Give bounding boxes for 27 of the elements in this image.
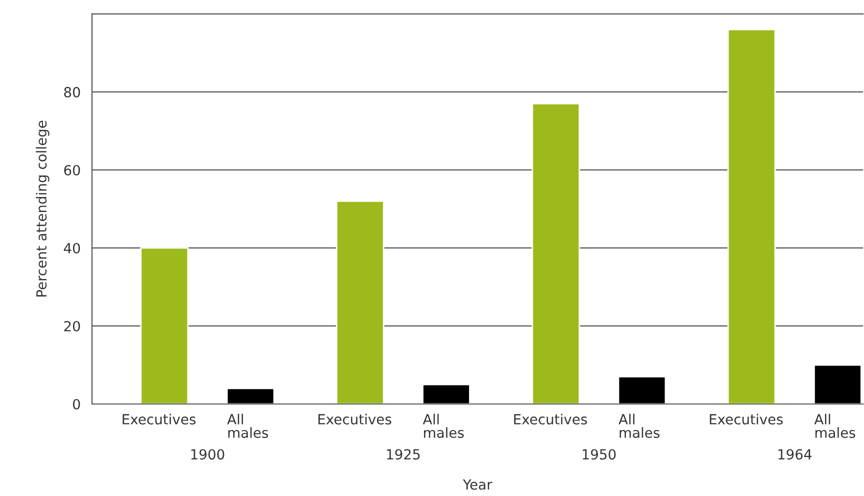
y-tick-label: 40 xyxy=(64,242,80,254)
bar xyxy=(727,28,776,404)
bar xyxy=(140,247,189,404)
x-tick-label: 1964 xyxy=(778,449,812,460)
bar xyxy=(814,364,862,404)
series-label: Executives xyxy=(122,414,196,424)
y-tick-label: 60 xyxy=(64,164,80,176)
y-axis-title: Percent attending college xyxy=(36,120,50,297)
text: Executives xyxy=(318,414,392,424)
bar xyxy=(618,376,666,404)
y-tick-label: 0 xyxy=(72,398,80,410)
x-tick-label: 1925 xyxy=(387,449,420,460)
x-tick-label: 1900 xyxy=(191,449,224,460)
bar xyxy=(226,388,275,404)
y-tick-label: 80 xyxy=(64,86,80,98)
bar xyxy=(336,200,384,404)
y-tick-label: 20 xyxy=(64,320,80,332)
text: Executives xyxy=(710,414,783,424)
series-label: All males xyxy=(227,414,268,438)
text: All males xyxy=(814,414,856,438)
bar xyxy=(532,102,580,404)
text: All males xyxy=(422,414,464,438)
bar xyxy=(422,384,470,404)
x-axis-title: Year xyxy=(462,479,492,490)
x-tick-label: 1950 xyxy=(582,449,616,460)
text: Executives xyxy=(514,414,587,424)
text: All males xyxy=(618,414,660,438)
